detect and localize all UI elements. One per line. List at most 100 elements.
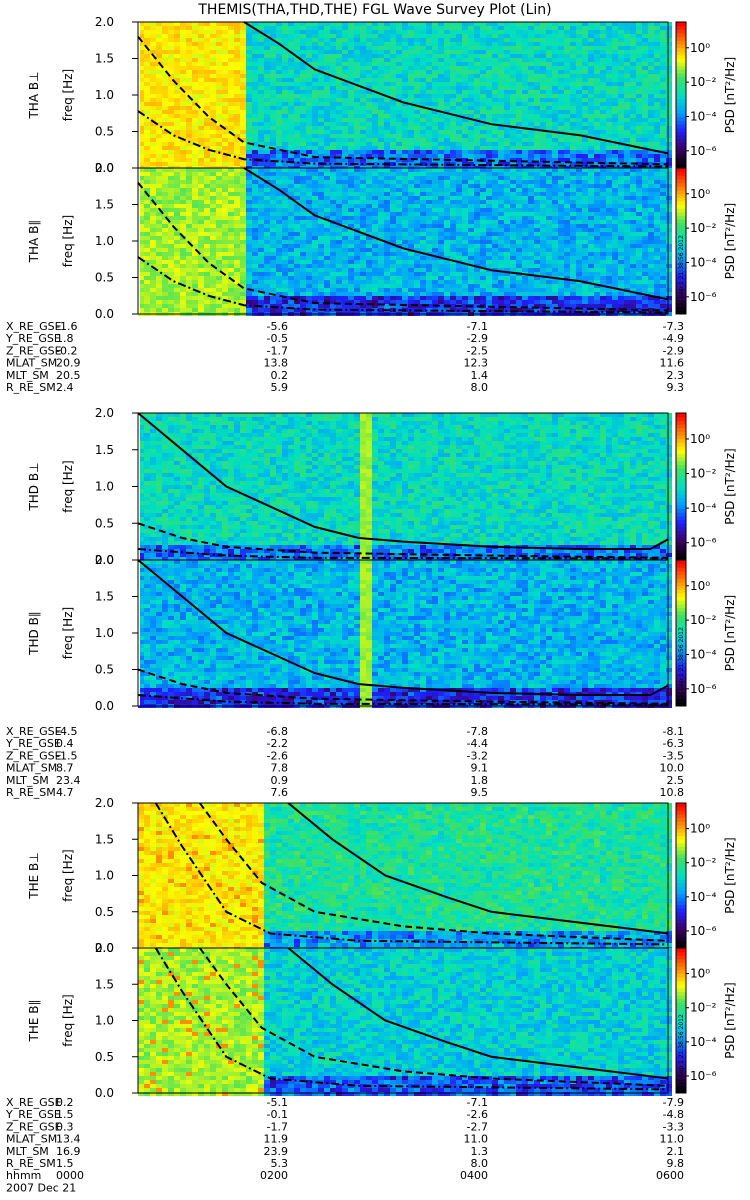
spectrogram-cell: [198, 216, 204, 220]
spectrogram-cell: [540, 86, 546, 90]
spectrogram-cell: [624, 122, 630, 126]
spectrogram-cell: [510, 158, 516, 162]
colorbar-segment: [676, 43, 686, 49]
spectrogram-cell: [162, 94, 168, 98]
spectrogram-cell: [336, 118, 342, 122]
spectrogram-cell: [156, 280, 162, 284]
spectrogram-cell: [534, 54, 540, 58]
spectrogram-cell: [582, 34, 588, 38]
spectrogram-cell: [234, 58, 240, 62]
spectrogram-cell: [192, 118, 198, 122]
spectrogram-cell: [222, 114, 228, 118]
spectrogram-cell: [264, 216, 270, 220]
spectrogram-cell: [138, 42, 144, 46]
spectrogram-cell: [516, 30, 522, 34]
spectrogram-cell: [384, 78, 390, 82]
spectrogram-cell: [258, 150, 264, 154]
spectrogram-cell: [324, 106, 330, 110]
spectrogram-cell: [180, 94, 186, 98]
spectrogram-cell: [456, 138, 462, 142]
spectrogram-cell: [240, 252, 246, 256]
spectrogram-cell: [234, 240, 240, 244]
spectrogram-cell: [366, 188, 372, 192]
spectrogram-cell: [270, 58, 276, 62]
spectrogram-cell: [378, 134, 384, 138]
spectrogram-cell: [390, 38, 396, 42]
spectrogram-cell: [312, 252, 318, 256]
spectrogram-cell: [192, 276, 198, 280]
spectrogram-cell: [402, 110, 408, 114]
spectrogram-cell: [330, 26, 336, 30]
colorbar-segment: [676, 22, 686, 27]
spectrogram-cell: [330, 90, 336, 94]
spectrogram-cell: [438, 46, 444, 50]
spectrogram-cell: [144, 292, 150, 296]
spectrogram-cell: [348, 180, 354, 184]
spectrogram-cell: [318, 110, 324, 114]
spectrogram-cell: [552, 106, 558, 110]
spectrogram-cell: [432, 134, 438, 138]
spectrogram-cell: [252, 98, 258, 102]
spectrogram-cell: [402, 42, 408, 46]
spectrogram-cell: [354, 228, 360, 232]
spectrogram-cell: [330, 272, 336, 276]
spectrogram-cell: [342, 172, 348, 176]
spectrogram-cell: [390, 154, 396, 158]
spectrogram-cell: [258, 308, 264, 312]
spectrogram-cell: [480, 126, 486, 130]
spectrogram-cell: [138, 232, 144, 236]
spectrogram-cell: [234, 268, 240, 272]
spectrogram-cell: [300, 70, 306, 74]
spectrogram-cell: [540, 158, 546, 162]
spectrogram-cell: [162, 102, 168, 106]
spectrogram-cell: [324, 114, 330, 118]
spectrogram-cell: [348, 30, 354, 34]
spectrogram-cell: [648, 122, 654, 126]
spectrogram-cell: [624, 74, 630, 78]
spectrogram-cell: [246, 78, 252, 82]
spectrogram-cell: [534, 86, 540, 90]
spectrogram-cell: [240, 268, 246, 272]
spectrogram-cell: [306, 228, 312, 232]
spectrogram-cell: [402, 130, 408, 134]
spectrogram-cell: [402, 158, 408, 162]
spectrogram-cell: [516, 22, 522, 26]
spectrogram-cell: [528, 122, 534, 126]
spectrogram-cell: [270, 34, 276, 38]
spectrogram-cell: [540, 134, 546, 138]
spectrogram-cell: [222, 188, 228, 192]
spectrogram-cell: [372, 158, 378, 162]
spectrogram-cell: [306, 94, 312, 98]
spectrogram-cell: [360, 272, 366, 276]
spectrogram-cell: [288, 102, 294, 106]
spectrogram-cell: [294, 228, 300, 232]
spectrogram-cell: [318, 74, 324, 78]
spectrogram-cell: [594, 26, 600, 30]
spectrogram-cell: [222, 122, 228, 126]
spectrogram-cell: [468, 74, 474, 78]
spectrogram-cell: [666, 146, 672, 150]
spectrogram-cell: [234, 264, 240, 268]
spectrogram-cell: [378, 184, 384, 188]
spectrogram-cell: [510, 26, 516, 30]
spectrogram-cell: [222, 228, 228, 232]
spectrogram-cell: [192, 260, 198, 264]
spectrogram-cell: [474, 154, 480, 158]
spectrogram-cell: [204, 284, 210, 288]
spectrogram-cell: [654, 34, 660, 38]
spectrogram-cell: [462, 106, 468, 110]
spectrogram-cell: [234, 106, 240, 110]
spectrogram-cell: [342, 66, 348, 70]
spectrogram-cell: [636, 98, 642, 102]
spectrogram-cell: [660, 158, 666, 162]
spectrogram-cell: [234, 304, 240, 308]
spectrogram-cell: [162, 200, 168, 204]
spectrogram-cell: [180, 134, 186, 138]
spectrogram-cell: [228, 86, 234, 90]
spectrogram-cell: [246, 158, 252, 162]
spectrogram-cell: [330, 276, 336, 280]
spectrogram-cell: [408, 42, 414, 46]
spectrogram-cell: [186, 184, 192, 188]
spectrogram-cell: [156, 150, 162, 154]
spectrogram-cell: [312, 244, 318, 248]
